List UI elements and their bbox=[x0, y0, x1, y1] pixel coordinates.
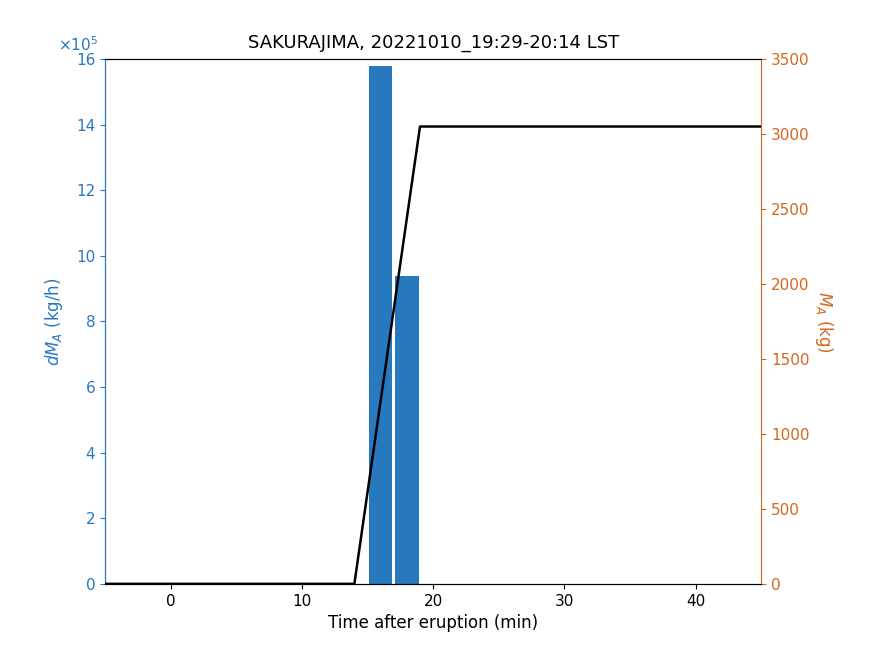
Title: SAKURAJIMA, 20221010_19:29-20:14 LST: SAKURAJIMA, 20221010_19:29-20:14 LST bbox=[248, 34, 619, 52]
X-axis label: Time after eruption (min): Time after eruption (min) bbox=[328, 614, 538, 632]
Y-axis label: $M_A$ (kg): $M_A$ (kg) bbox=[813, 291, 835, 352]
Text: $\times\mathregular{10}^{\mathregular{5}}$: $\times\mathregular{10}^{\mathregular{5}… bbox=[59, 35, 99, 54]
Bar bbox=[396, 276, 419, 584]
Bar bbox=[369, 66, 393, 584]
Y-axis label: $dM_A$ (kg/h): $dM_A$ (kg/h) bbox=[43, 277, 65, 365]
